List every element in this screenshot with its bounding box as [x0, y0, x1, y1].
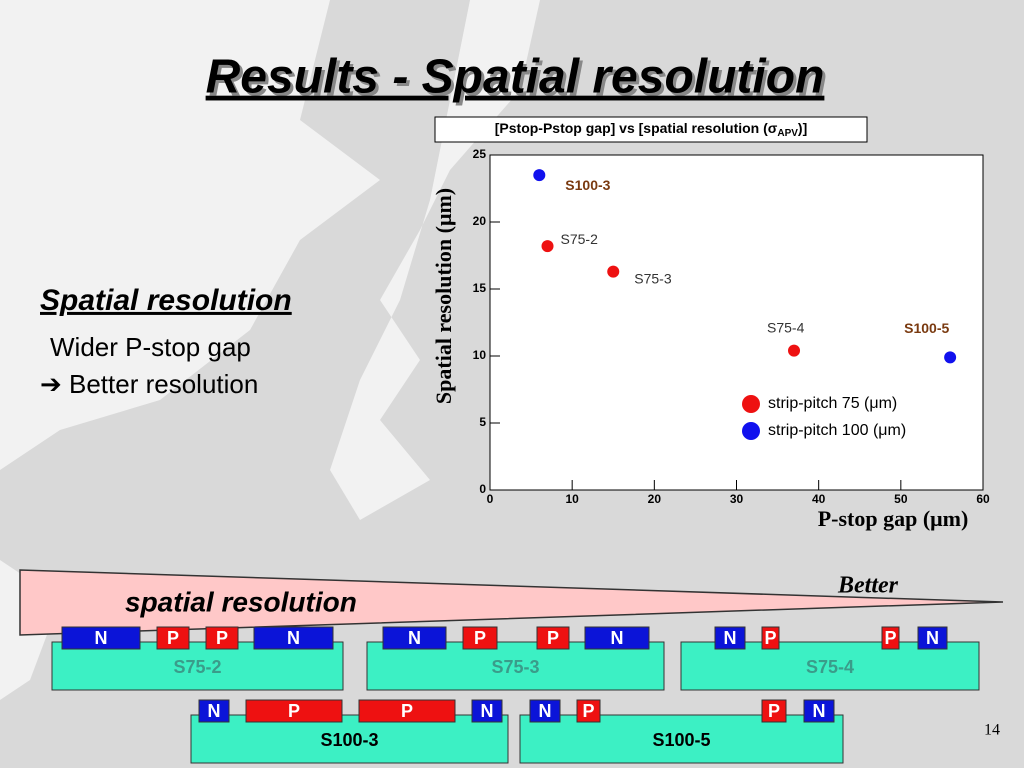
- strip-label: N: [481, 701, 494, 721]
- strip-label: P: [768, 701, 780, 721]
- strip: [61, 626, 141, 650]
- sensor-label: S75-3: [491, 657, 539, 677]
- chart-title: [Pstop-Pstop gap] vs [spatial resolution…: [495, 120, 808, 139]
- y-tick-label: 15: [473, 281, 487, 295]
- data-point: [541, 240, 554, 253]
- slide-title: Results - Spatial resolution: [206, 51, 825, 104]
- strip: [576, 699, 601, 723]
- sensor-label: S100-3: [320, 730, 378, 750]
- point-label: S100-3: [565, 177, 610, 193]
- y-tick-label: 0: [479, 482, 486, 496]
- better-label: Better: [837, 573, 899, 599]
- strip-label: P: [547, 628, 559, 648]
- strip-label: P: [474, 628, 486, 648]
- strip-label: P: [288, 701, 300, 721]
- strip: [584, 626, 650, 650]
- strip-label: P: [401, 701, 413, 721]
- legend-marker: [742, 422, 760, 440]
- strip: [714, 626, 746, 650]
- x-tick-label: 50: [894, 492, 908, 506]
- strip: [358, 699, 456, 723]
- y-tick-label: 25: [473, 147, 487, 161]
- sensor-substrate: [366, 641, 665, 691]
- point-label: S75-3: [634, 270, 672, 286]
- strip: [881, 626, 900, 650]
- gradient-triangle: [19, 569, 1004, 636]
- strip-label: N: [611, 628, 624, 648]
- y-tick-label: 20: [473, 214, 487, 228]
- legend-label: strip-pitch 100 (μm): [768, 422, 906, 439]
- strip-label: N: [813, 701, 826, 721]
- strip: [471, 699, 503, 723]
- strip-label: N: [95, 628, 108, 648]
- strip-label: P: [582, 701, 594, 721]
- strip: [245, 699, 343, 723]
- strip-label: N: [724, 628, 737, 648]
- sensor-label: S75-4: [806, 657, 854, 677]
- strip-label: N: [539, 701, 552, 721]
- point-label: S75-2: [561, 231, 599, 247]
- sensor-label: S100-5: [652, 730, 710, 750]
- data-point: [788, 344, 801, 357]
- strip-label: N: [926, 628, 939, 648]
- strip-label: P: [216, 628, 228, 648]
- strip: [156, 626, 190, 650]
- y-tick-label: 10: [473, 348, 487, 362]
- strip-label: N: [408, 628, 421, 648]
- chart-title-box: [434, 116, 868, 143]
- strip: [761, 626, 780, 650]
- x-tick-label: 0: [487, 492, 494, 506]
- triangle-label: spatial resolution: [125, 586, 357, 617]
- strip: [462, 626, 498, 650]
- y-axis-label: Spatial resolution (μm): [431, 188, 456, 404]
- x-axis-label: P-stop gap (μm): [818, 506, 969, 531]
- point-label: S75-4: [767, 319, 805, 335]
- legend-label: strip-pitch 75 (μm): [768, 395, 897, 412]
- strip: [529, 699, 561, 723]
- data-point: [533, 169, 546, 182]
- page-number: 14: [984, 722, 1000, 739]
- data-point: [944, 351, 957, 364]
- strip-label: P: [764, 628, 776, 648]
- map-land: [0, 0, 380, 470]
- text-line: Wider P-stop gap: [50, 332, 251, 362]
- x-tick-label: 40: [812, 492, 826, 506]
- legend-marker: [742, 395, 760, 413]
- point-label: S100-5: [904, 320, 949, 336]
- map-land: [330, 0, 540, 520]
- x-tick-label: 10: [565, 492, 579, 506]
- strip: [536, 626, 570, 650]
- sensor-substrate: [680, 641, 980, 691]
- strip: [761, 699, 787, 723]
- x-tick-label: 30: [730, 492, 744, 506]
- strip-label: N: [208, 701, 221, 721]
- strip-label: P: [167, 628, 179, 648]
- strip: [253, 626, 334, 650]
- text-line: ➔ Better resolution: [40, 369, 258, 399]
- title-shadow: Results - Spatial resolution: [209, 54, 828, 107]
- sensor-substrate: [51, 641, 344, 691]
- heading: Spatial resolution: [40, 284, 292, 317]
- x-tick-label: 60: [976, 492, 990, 506]
- y-tick-label: 5: [479, 415, 486, 429]
- sensor-substrate: [190, 714, 509, 764]
- strip: [917, 626, 948, 650]
- strip: [382, 626, 447, 650]
- strip: [803, 699, 835, 723]
- x-tick-label: 20: [648, 492, 662, 506]
- sensor-label: S75-2: [173, 657, 221, 677]
- data-point: [607, 265, 620, 278]
- strip-label: N: [287, 628, 300, 648]
- strip: [205, 626, 239, 650]
- strip: [198, 699, 230, 723]
- sensor-substrate: [519, 714, 844, 764]
- plot-frame: [489, 154, 984, 491]
- strip-label: P: [884, 628, 896, 648]
